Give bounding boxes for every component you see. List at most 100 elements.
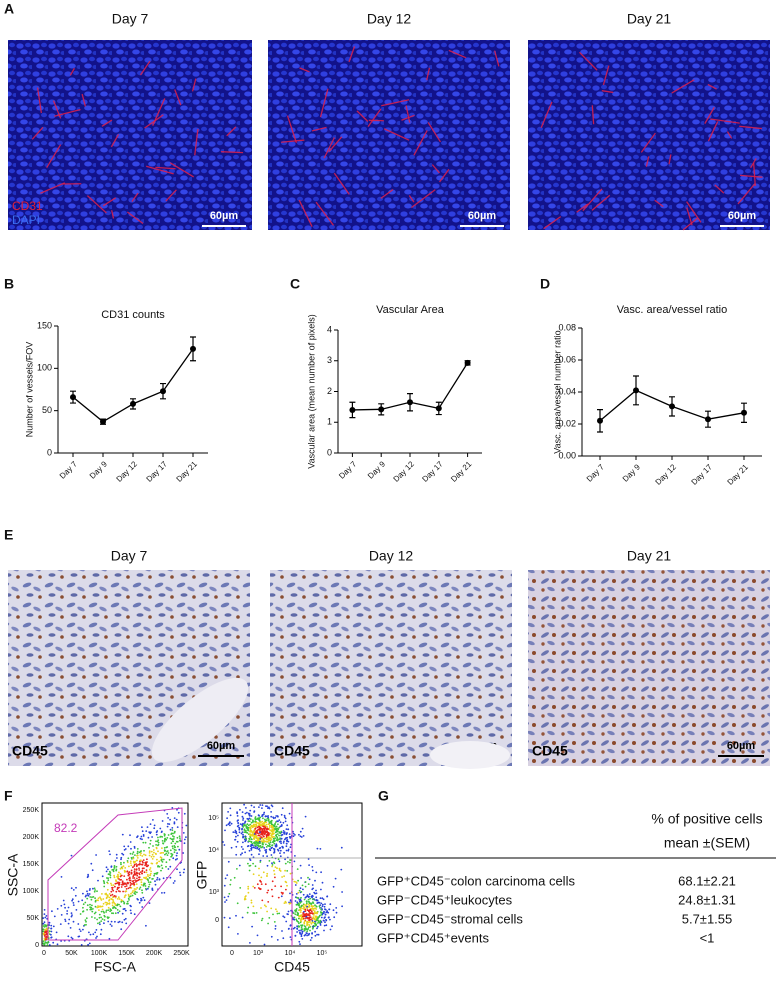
event xyxy=(128,873,131,876)
event xyxy=(123,896,126,899)
event xyxy=(306,928,309,931)
vessel xyxy=(144,114,164,129)
event xyxy=(124,894,127,897)
event xyxy=(182,852,185,854)
event xyxy=(260,824,263,827)
event xyxy=(244,840,247,842)
event xyxy=(130,912,133,915)
gate xyxy=(47,807,183,941)
y-tick-label: 4 xyxy=(327,324,332,334)
event xyxy=(107,879,110,882)
event xyxy=(299,887,302,890)
event xyxy=(240,846,243,848)
event xyxy=(272,837,275,840)
event xyxy=(264,815,267,817)
event xyxy=(296,911,299,914)
event xyxy=(250,901,253,904)
event xyxy=(267,823,270,825)
event xyxy=(104,901,107,904)
event xyxy=(275,833,278,836)
event xyxy=(258,806,260,808)
event xyxy=(277,896,280,899)
event xyxy=(162,842,164,844)
event xyxy=(303,929,306,932)
event xyxy=(274,824,276,826)
event xyxy=(118,920,121,923)
event xyxy=(257,818,260,821)
event xyxy=(106,894,109,897)
event xyxy=(108,899,111,901)
vessel xyxy=(408,195,415,203)
event xyxy=(242,841,244,844)
event xyxy=(242,833,244,836)
event xyxy=(99,896,101,899)
event xyxy=(102,910,105,913)
event xyxy=(248,813,251,815)
event xyxy=(114,895,117,898)
event xyxy=(249,823,252,826)
event xyxy=(155,833,158,836)
event xyxy=(115,869,118,872)
vessel xyxy=(401,114,415,121)
event xyxy=(107,920,110,923)
event xyxy=(116,898,119,900)
event xyxy=(279,855,282,858)
event xyxy=(129,834,131,837)
event xyxy=(266,841,269,843)
event xyxy=(256,934,259,937)
event xyxy=(259,816,262,819)
vessel xyxy=(146,165,174,175)
event xyxy=(82,928,84,931)
event xyxy=(272,841,274,843)
event xyxy=(309,939,312,941)
event xyxy=(136,857,139,859)
event xyxy=(331,925,333,928)
event xyxy=(79,930,82,932)
event xyxy=(115,865,118,868)
event xyxy=(87,894,89,897)
histology-image xyxy=(270,570,512,766)
event xyxy=(278,834,280,837)
event xyxy=(303,934,306,937)
event xyxy=(292,832,295,835)
event xyxy=(182,871,185,874)
vessel xyxy=(686,201,702,223)
event xyxy=(64,906,66,909)
event xyxy=(162,858,165,861)
event xyxy=(255,821,258,824)
event xyxy=(72,904,75,906)
event xyxy=(294,884,297,886)
x-tick-label: Day 7 xyxy=(337,459,359,481)
event xyxy=(298,929,300,932)
event xyxy=(280,830,283,833)
event xyxy=(42,917,45,919)
vessel xyxy=(40,182,66,194)
event xyxy=(258,867,260,870)
event xyxy=(229,824,231,827)
event xyxy=(132,857,135,860)
event xyxy=(244,812,247,815)
event xyxy=(112,912,115,915)
fluorescence-image xyxy=(268,40,510,230)
event xyxy=(160,864,163,867)
event xyxy=(112,896,114,898)
event xyxy=(239,853,242,856)
event xyxy=(91,910,94,913)
event xyxy=(270,834,273,837)
event xyxy=(166,837,169,839)
event xyxy=(50,933,52,936)
event xyxy=(270,804,273,807)
event xyxy=(155,853,157,855)
event xyxy=(287,928,290,930)
event xyxy=(258,825,261,828)
event xyxy=(143,899,146,902)
event xyxy=(45,935,48,938)
event xyxy=(270,907,273,910)
event xyxy=(70,915,73,918)
event xyxy=(252,912,255,914)
event xyxy=(260,876,263,879)
event xyxy=(148,852,151,854)
event xyxy=(129,884,132,887)
event xyxy=(271,844,274,847)
event xyxy=(108,893,111,895)
